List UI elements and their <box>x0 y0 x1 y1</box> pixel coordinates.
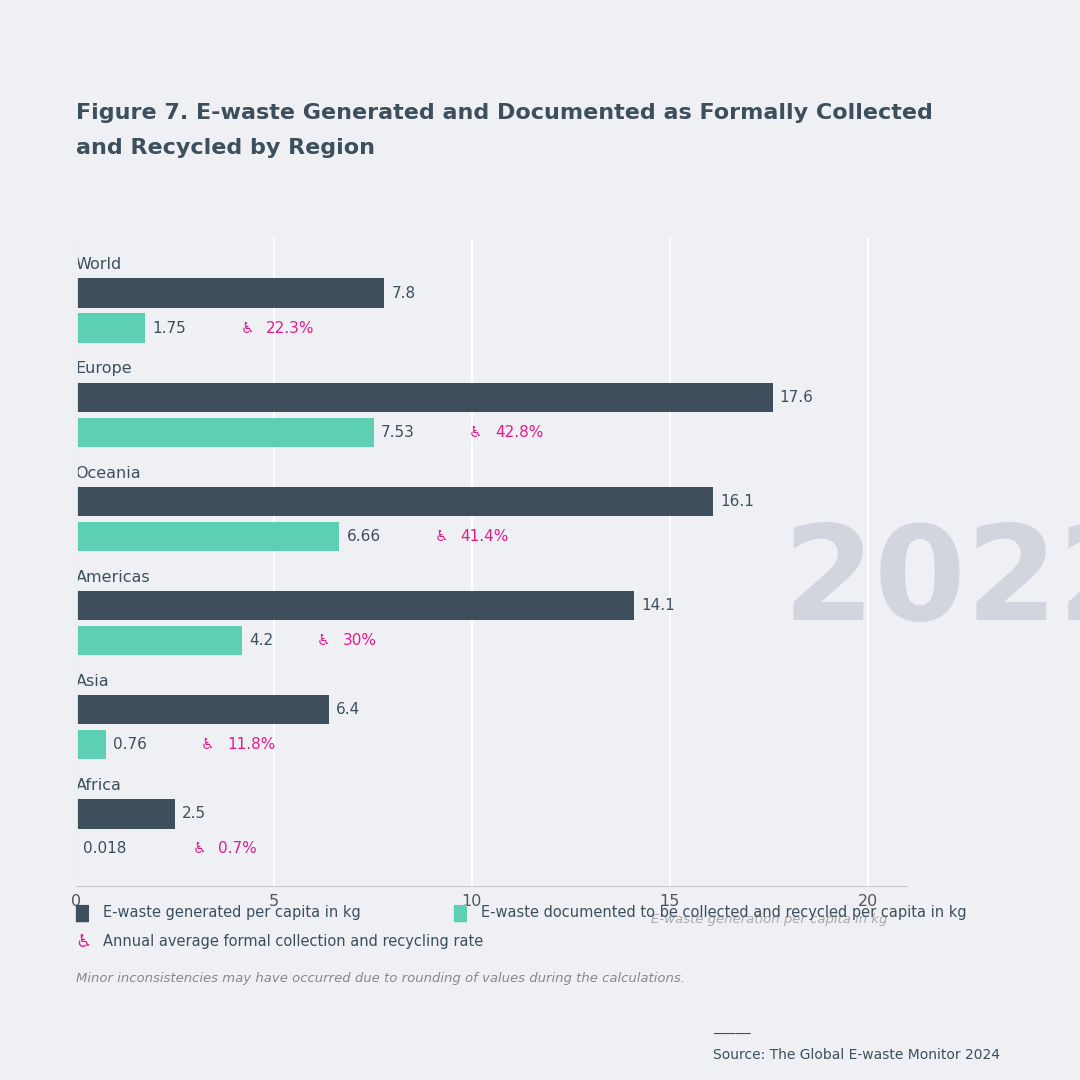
Text: Oceania: Oceania <box>76 465 141 481</box>
Text: 0.018: 0.018 <box>83 841 126 856</box>
Bar <box>76 730 106 759</box>
Text: 0.7%: 0.7% <box>218 841 257 856</box>
Text: ♿: ♿ <box>469 424 483 440</box>
Text: Americas: Americas <box>76 570 150 584</box>
Text: E-waste generated per capita in kg: E-waste generated per capita in kg <box>103 905 361 920</box>
Text: 6.66: 6.66 <box>347 529 380 544</box>
Text: Asia: Asia <box>76 674 109 689</box>
Text: ♿: ♿ <box>241 321 254 336</box>
Text: Figure 7. E-waste Generated and Documented as Formally Collected: Figure 7. E-waste Generated and Document… <box>76 103 932 123</box>
Text: ─────: ───── <box>713 1028 751 1041</box>
Text: 11.8%: 11.8% <box>227 738 275 753</box>
Text: ♿: ♿ <box>76 933 92 950</box>
Bar <box>76 626 242 656</box>
Text: and Recycled by Region: and Recycled by Region <box>76 138 375 159</box>
Text: 6.4: 6.4 <box>336 702 361 717</box>
Text: 42.8%: 42.8% <box>495 424 543 440</box>
Text: 7.53: 7.53 <box>381 424 415 440</box>
Bar <box>76 418 374 447</box>
Text: ♿: ♿ <box>201 738 215 753</box>
Text: 1.75: 1.75 <box>152 321 186 336</box>
Text: 22.3%: 22.3% <box>266 321 314 336</box>
Text: 4.2: 4.2 <box>249 633 273 648</box>
Text: Minor inconsistencies may have occurred due to rounding of values during the cal: Minor inconsistencies may have occurred … <box>76 972 685 985</box>
Bar <box>76 799 175 828</box>
Text: Europe: Europe <box>76 362 132 376</box>
Bar <box>76 382 772 411</box>
Text: Source: The Global E-waste Monitor 2024: Source: The Global E-waste Monitor 2024 <box>713 1048 1000 1062</box>
Text: Annual average formal collection and recycling rate: Annual average formal collection and rec… <box>103 934 483 949</box>
Bar <box>76 522 339 551</box>
Bar <box>76 279 384 308</box>
Bar <box>76 313 145 342</box>
Text: Africa: Africa <box>76 778 121 793</box>
Text: █: █ <box>76 904 89 921</box>
Text: 2022: 2022 <box>783 519 1080 647</box>
Bar <box>76 591 634 620</box>
Text: ♿: ♿ <box>435 529 448 544</box>
Text: 16.1: 16.1 <box>720 494 754 509</box>
Text: World: World <box>76 257 122 272</box>
Text: 41.4%: 41.4% <box>460 529 509 544</box>
Text: ♿: ♿ <box>192 841 206 856</box>
Bar <box>76 487 713 516</box>
Text: 0.76: 0.76 <box>112 738 147 753</box>
Text: 2.5: 2.5 <box>181 807 206 822</box>
Text: 17.6: 17.6 <box>780 390 813 405</box>
Text: E-waste generation per capita in kg: E-waste generation per capita in kg <box>651 913 888 926</box>
Text: E-waste documented to be collected and recycled per capita in kg: E-waste documented to be collected and r… <box>481 905 967 920</box>
Text: 7.8: 7.8 <box>392 285 416 300</box>
Text: 30%: 30% <box>342 633 377 648</box>
Text: ♿: ♿ <box>316 633 330 648</box>
Bar <box>76 696 329 725</box>
Text: █: █ <box>454 904 467 921</box>
Text: 14.1: 14.1 <box>642 598 675 613</box>
